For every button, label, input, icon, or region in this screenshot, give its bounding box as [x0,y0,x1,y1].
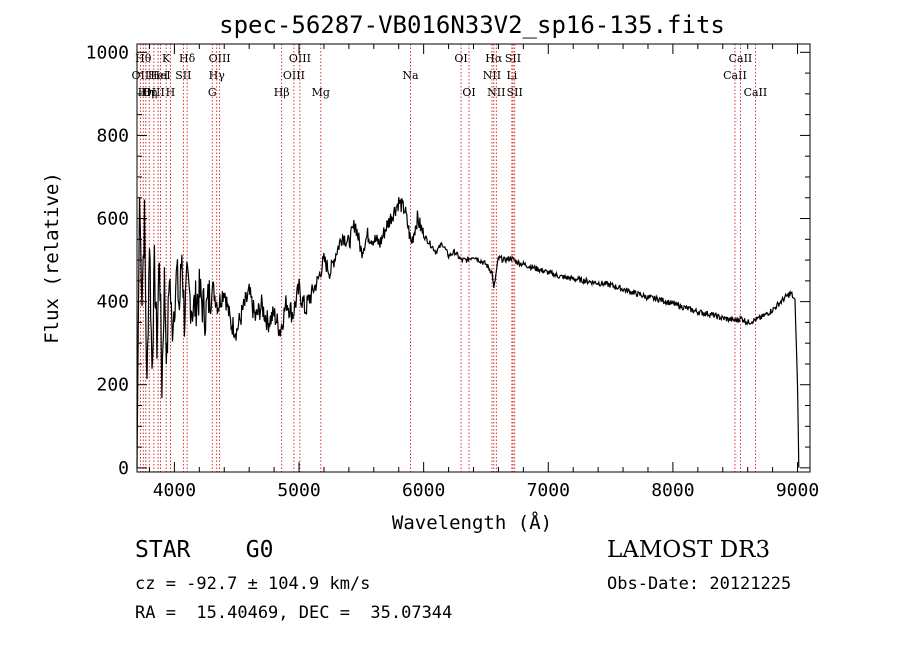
y-tick-label: 200 [96,375,129,396]
object-subclass: G0 [245,537,274,563]
x-axis-label: Wavelength (Å) [392,511,552,534]
line-marker-label: Hδ [179,52,196,65]
line-marker-label: Hη [138,86,154,99]
line-marker-label: HeI [150,69,170,82]
line-marker-label: Na [402,69,419,82]
line-marker-label: NII [483,69,501,82]
line-marker-label: OIII [209,52,231,65]
x-tick-label: 7000 [527,480,570,501]
line-marker-label: Hγ [209,69,226,82]
spectrum-chart: spec-56287-VB016N33V2_sp16-135.fits OIIH… [41,11,819,534]
observation-date: Obs-Date: 20121225 [607,574,792,594]
line-marker-label: OIII [283,69,305,82]
line-marker-label: OI [454,52,467,65]
line-marker-label: SII [505,52,521,65]
line-marker-label: G [208,86,217,99]
line-marker-label: Hη [141,86,157,99]
line-marker-label: HeI [148,69,168,82]
line-marker-label: OIII [143,86,165,99]
x-tick-label: 6000 [402,480,445,501]
line-marker-label: Hβ [274,86,290,99]
line-marker-label: CaII [723,69,747,82]
survey-name: LAMOST DR3 [607,537,771,563]
y-tick-label: 400 [96,292,129,313]
x-tick-label: 4000 [153,480,196,501]
x-tick-label: 5000 [277,480,320,501]
y-tick-label: 0 [118,458,129,479]
y-tick-label: 1000 [86,42,129,63]
line-marker-label: CaII [744,86,768,99]
redshift-velocity: cz = -92.7 ± 104.9 km/s [135,574,371,594]
x-axis: 4000 5000 6000 7000 8000 9000 [148,44,819,501]
line-marker-label: Mg [312,86,330,99]
line-marker-label: NII [487,86,505,99]
line-marker-label: CaII [729,52,753,65]
y-axis-label: Flux (relative) [41,172,63,344]
line-marker-label: K [162,52,171,65]
line-marker-label: OII [132,69,150,82]
object-type: STAR [135,537,191,563]
line-marker-label: OIII [289,52,311,65]
y-tick-label: 800 [96,125,129,146]
x-tick-label: 9000 [776,480,819,501]
chart-title: spec-56287-VB016N33V2_sp16-135.fits [219,11,725,39]
object-classification: STAR G0 [135,537,273,563]
line-marker-label: Hθ [135,52,152,65]
spectrum-line [136,197,800,468]
line-marker-label: OI [462,86,475,99]
emission-line-markers: OIIHθHηHηOIIIHeIHeIKHSIIHδGHγOIIIHβOIIIO… [132,44,768,472]
y-axis: 0 200 400 600 800 1000 [86,42,810,479]
line-marker-label: SII [507,86,523,99]
x-tick-label: 8000 [651,480,694,501]
line-marker-label: SII [175,69,191,82]
line-marker-label: H [166,86,176,99]
y-tick-label: 600 [96,209,129,230]
line-marker-label: Hα [485,52,503,65]
coordinates: RA = 15.40469, DEC = 35.07344 [135,603,453,623]
line-marker-label: Li [506,69,517,82]
